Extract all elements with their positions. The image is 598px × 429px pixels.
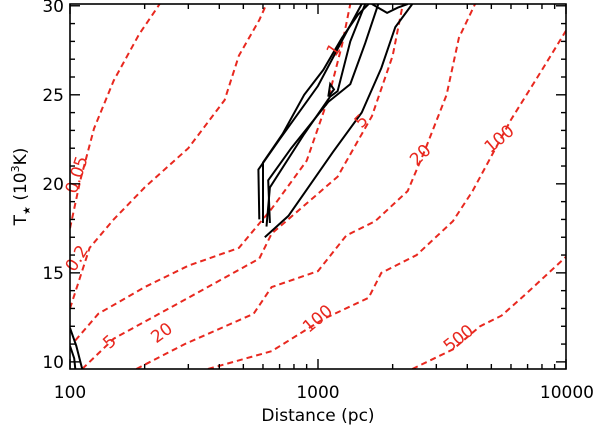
y-tick-label-3: 25: [42, 86, 64, 106]
red-contour-label-9: 500: [440, 321, 478, 357]
y-tick-label-0: 10: [42, 353, 64, 373]
x-tick-label-0: 100: [54, 383, 86, 403]
x-tick-label-2: 10000: [540, 383, 594, 403]
black-contour-line-6: [371, 4, 409, 15]
y-axis-unit-exponent: 3: [9, 165, 22, 172]
y-tick-label-4: 30: [42, 0, 64, 17]
red-contour-label-4: 20: [406, 141, 435, 170]
red-contour-line-2: [74, 4, 352, 342]
black-contour-line-7: [70, 327, 84, 369]
y-tick-label-1: 15: [42, 264, 64, 284]
red-contour-line-5: [207, 30, 566, 369]
red-contour-label-6: 5: [99, 331, 120, 353]
black-contour-line-3: [257, 4, 363, 220]
y-axis-label: T★ (103K): [9, 148, 33, 227]
black-contour-line-4: [264, 4, 414, 238]
red-contour-line-1: [70, 4, 268, 309]
red-contour-line-4: [135, 4, 477, 369]
red-contour-label-5: 100: [481, 121, 519, 157]
y-axis-subscript: ★: [22, 206, 33, 215]
red-contour-label-7: 20: [147, 319, 176, 348]
red-contour-label-0: 0.05: [62, 154, 93, 196]
red-contour-line-3: [81, 4, 404, 369]
y-axis-symbol: T: [11, 214, 31, 226]
black-contour-line-5: [327, 81, 336, 98]
red-contour-label-1: 0.2: [62, 242, 93, 276]
black-contour-line-8: [70, 345, 77, 369]
x-tick-label-1: 1000: [296, 383, 339, 403]
red-contour-label-3: 5: [351, 111, 373, 133]
y-axis-unit-open: (10: [11, 172, 31, 206]
x-axis-label: Distance (pc): [261, 406, 374, 426]
y-tick-label-2: 20: [42, 175, 64, 195]
red-contour-layer: [70, 4, 566, 369]
red-contour-line-9: [411, 256, 566, 369]
black-contour-line-2: [267, 4, 380, 224]
axis-tick-layer: 100 1000 10000 10 15 20 25 30: [42, 0, 594, 403]
black-contour-line-1: [265, 4, 367, 227]
red-contour-label-8: 100: [299, 301, 337, 337]
red-contour-line-0: [70, 4, 161, 229]
y-axis-unit-close: K): [11, 148, 31, 166]
black-contour-layer: [70, 4, 414, 369]
